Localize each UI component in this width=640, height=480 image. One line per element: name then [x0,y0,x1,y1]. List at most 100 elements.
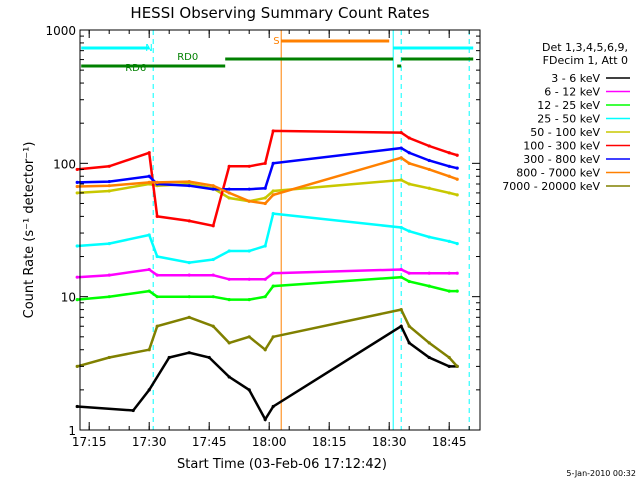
data-point-8-14 [455,364,459,368]
legend-label-1: 6 - 12 keV [544,86,600,99]
data-point-5-3 [155,214,159,218]
data-point-8-0 [75,364,79,368]
plot-frame [79,29,481,431]
y-tick-label-3: 1000 [45,24,76,38]
data-point-4-10 [399,178,403,182]
data-point-3-0 [75,244,79,248]
data-point-3-3 [155,254,159,259]
data-point-5-10 [399,131,403,135]
legend-label-0: 3 - 6 keV [551,72,600,85]
data-point-2-5 [211,295,215,299]
legend-label-4: 50 - 100 keV [530,126,600,139]
data-point-7-10 [399,156,403,160]
data-point-6-2 [147,174,151,178]
data-point-4-6 [227,196,231,200]
flag-label-rd6: RD6 [125,63,146,74]
data-point-0-3 [167,355,171,360]
data-point-0-12 [427,355,431,360]
data-point-0-2 [147,388,151,392]
data-point-6-6 [227,187,231,191]
data-point-0-7 [247,388,251,392]
data-point-5-4 [187,219,191,223]
data-point-5-14 [455,153,459,157]
series-0 [75,324,459,422]
data-point-7-7 [247,199,251,203]
data-point-5-6 [227,164,231,168]
data-point-1-5 [211,273,215,277]
series-7 [75,156,459,206]
data-point-2-8 [263,295,267,299]
data-point-8-4 [187,315,191,319]
data-point-6-4 [187,184,191,188]
y-tick-label-2: 100 [53,157,76,171]
series-1 [75,267,459,281]
data-point-7-9 [271,193,275,197]
data-point-5-8 [263,161,267,165]
data-point-2-9 [271,284,275,288]
data-point-8-11 [407,324,411,328]
y-tick-label-0: 1 [68,424,76,438]
data-point-0-4 [187,351,191,355]
data-point-5-1 [107,164,111,168]
data-point-1-14 [455,271,459,275]
data-point-4-13 [447,191,451,195]
data-point-1-12 [427,271,431,275]
data-point-6-5 [211,187,215,191]
data-point-7-0 [75,184,79,189]
data-point-4-8 [263,196,267,200]
y-tick-label-1: 10 [61,291,76,305]
data-point-0-9 [271,404,275,409]
data-point-6-8 [263,186,267,190]
x-tick-label-4: 18:15 [312,435,347,449]
data-point-2-6 [227,298,231,302]
data-point-4-0 [75,191,79,195]
footer-date: 5-Jan-2010 00:32 [566,469,636,478]
series-line-8 [76,308,459,368]
data-point-7-6 [227,191,231,195]
data-point-5-2 [147,151,151,155]
data-point-8-13 [447,355,451,360]
data-point-0-8 [263,417,267,422]
data-point-7-14 [455,177,459,181]
data-point-3-4 [187,261,191,265]
data-point-3-13 [447,239,451,243]
data-point-2-13 [447,289,451,293]
data-point-8-2 [147,348,151,352]
data-point-0-6 [227,375,231,379]
data-point-6-14 [455,166,459,170]
data-point-8-7 [247,335,251,339]
data-point-1-2 [147,267,151,272]
data-point-0-10 [399,324,403,328]
data-point-3-6 [227,249,231,253]
data-point-1-4 [187,273,191,277]
data-point-0-13 [447,364,451,368]
data-point-7-13 [447,174,451,178]
legend-label-2: 12 - 25 keV [537,99,600,112]
data-point-6-13 [447,164,451,168]
data-point-7-5 [211,184,215,188]
series-line-3 [77,212,458,264]
series-8 [75,307,459,368]
data-point-3-7 [247,249,251,253]
x-tick-label-3: 18:00 [252,435,287,449]
data-point-4-1 [107,189,111,193]
data-point-1-11 [407,271,411,275]
data-point-2-11 [407,279,411,284]
data-point-6-12 [427,158,431,163]
data-point-3-14 [455,242,459,246]
data-point-8-9 [271,335,275,339]
data-point-8-5 [211,324,215,328]
data-point-4-14 [455,193,459,197]
data-point-1-3 [155,273,159,277]
series-3 [75,211,459,265]
data-point-5-13 [447,151,451,155]
data-point-2-3 [155,295,159,299]
data-point-8-1 [107,355,111,360]
data-point-3-8 [263,244,267,248]
data-point-8-8 [263,348,267,352]
x-tick-label-0: 17:15 [72,435,107,449]
data-point-1-0 [75,275,79,279]
data-point-1-13 [447,271,451,275]
series-5 [75,129,459,228]
